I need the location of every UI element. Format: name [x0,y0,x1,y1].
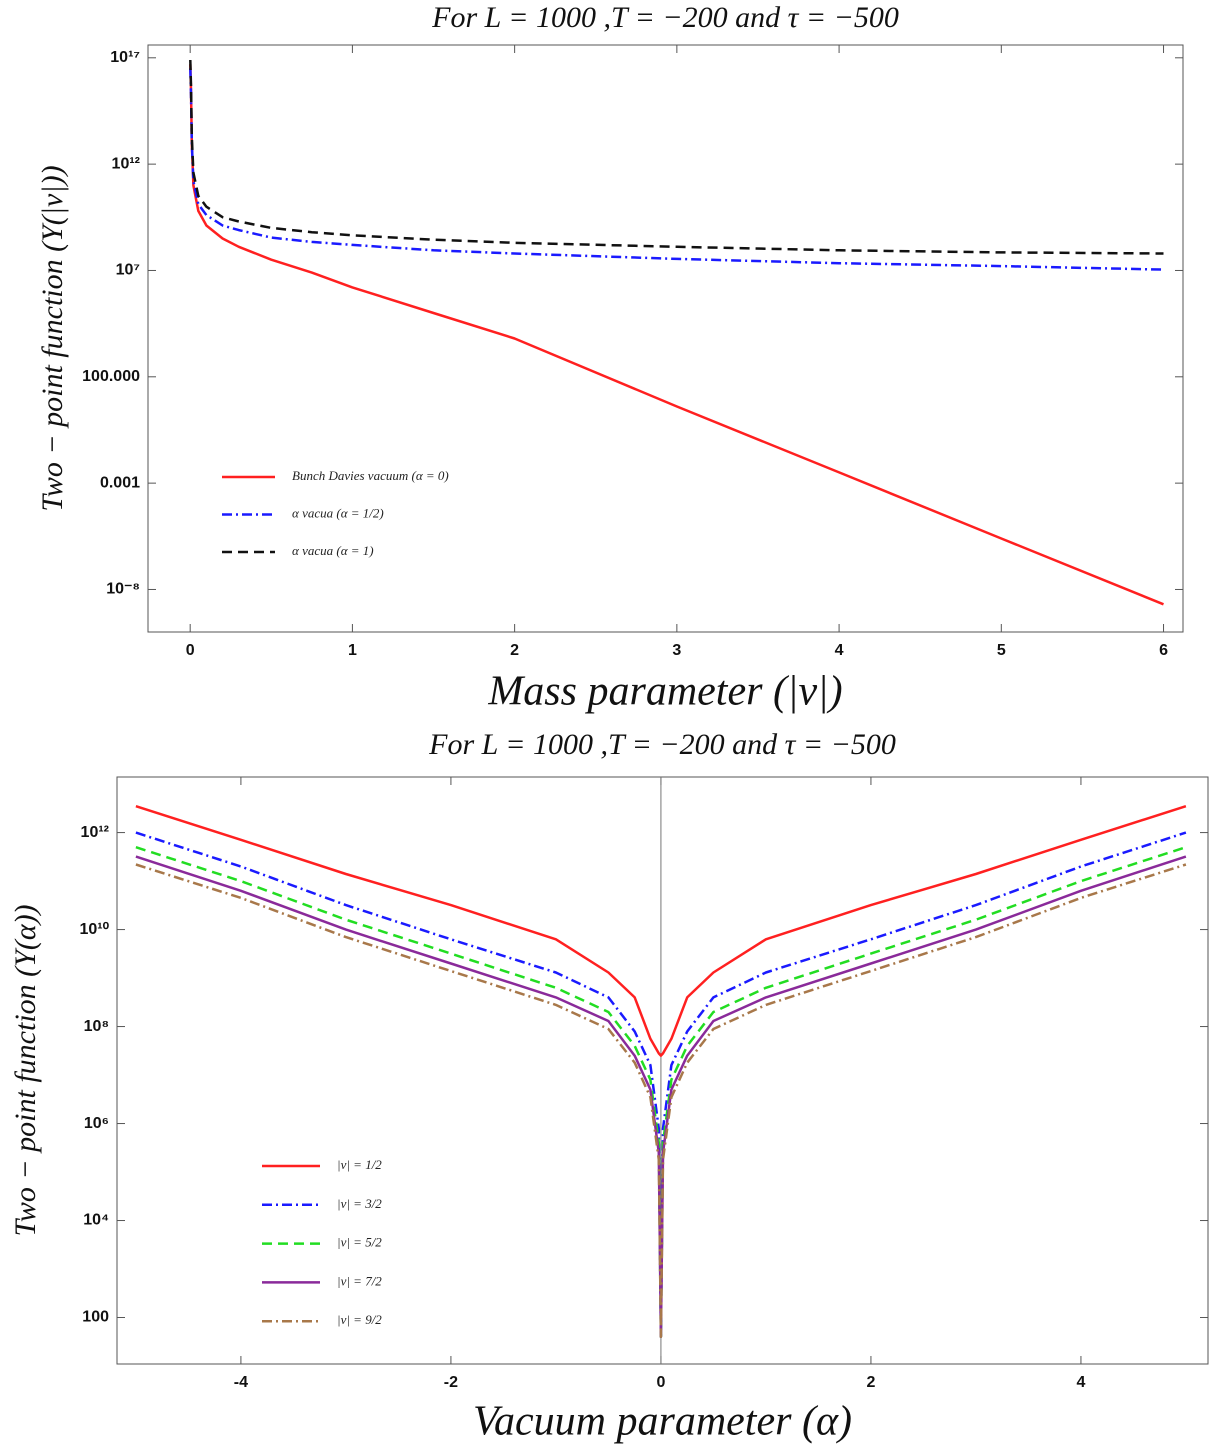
legend-label: Bunch Davies vacuum (α = 0) [292,468,449,483]
series-line [135,805,1187,1057]
plot-frame [147,44,1184,633]
y-tick-label: 100 [82,1309,109,1326]
plot-frame [116,776,1209,1365]
x-tick-label: 4 [835,642,844,659]
x-axis-label: Vacuum parameter (α) [473,1399,852,1445]
series-line [189,64,1164,606]
y-tick-label: 10¹⁰ [79,921,109,938]
y-tick-label: 10¹⁷ [110,49,140,66]
y-tick-label: 100.000 [82,368,140,385]
legend-label: |ν| = 3/2 [337,1196,382,1211]
y-axis-label: Two − point function (Y(α)) [9,904,42,1236]
legend-label: |ν| = 9/2 [337,1312,382,1327]
x-tick-label: 3 [672,642,681,659]
y-tick-label: 10⁶ [84,1115,109,1132]
y-tick-label: 10⁻⁸ [106,581,140,598]
x-tick-label: -4 [234,1374,248,1391]
y-axis-label: Two − point function (Y(|ν|)) [36,165,69,511]
x-tick-label: -2 [444,1374,458,1391]
x-tick-label: 5 [997,642,1006,659]
x-tick-label: 6 [1159,642,1168,659]
series-line [189,59,1164,255]
y-tick-label: 10⁸ [84,1018,109,1035]
legend-label: α vacua (α = 1/2) [292,505,384,520]
y-tick-label: 10⁴ [83,1212,109,1229]
y-tick-label: 10⁷ [116,262,140,279]
legend-label: |ν| = 5/2 [337,1235,382,1250]
chart-title: For L = 1000 ,T = −200 and τ = −500 [428,728,896,761]
x-tick-label: 4 [1076,1374,1085,1391]
chart-title: For L = 1000 ,T = −200 and τ = −500 [431,1,899,34]
y-tick-label: 10¹² [81,824,109,841]
x-tick-label: 1 [348,642,357,659]
y-tick-label: 0.001 [100,474,140,491]
legend-label: |ν| = 1/2 [337,1157,382,1172]
legend-label: |ν| = 7/2 [337,1273,382,1288]
x-tick-label: 2 [510,642,519,659]
x-axis-label: Mass parameter (|ν|) [487,669,842,715]
legend-label: α vacua (α = 1) [292,543,374,558]
x-tick-label: 0 [656,1374,665,1391]
series-line [135,863,1187,1339]
series-line [189,68,1164,271]
x-tick-label: 2 [866,1374,875,1391]
x-tick-label: 0 [186,642,195,659]
y-tick-label: 10¹² [112,155,140,172]
